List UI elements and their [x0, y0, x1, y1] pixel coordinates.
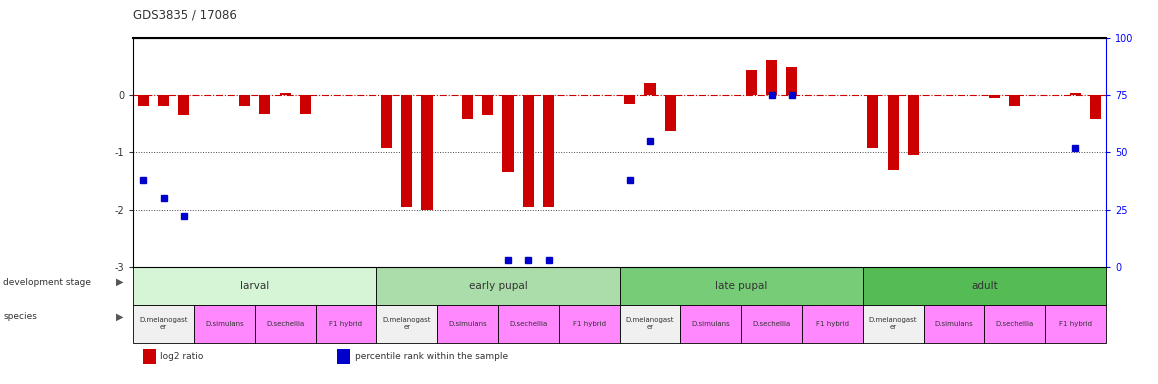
Bar	[558, 305, 620, 343]
Bar	[801, 305, 863, 343]
Bar	[741, 305, 801, 343]
Bar	[923, 305, 984, 343]
Bar	[989, 96, 1001, 98]
Text: ▶: ▶	[117, 312, 124, 322]
Bar	[239, 96, 250, 106]
Bar	[503, 96, 514, 172]
Bar	[437, 305, 498, 343]
Text: D.melanogast
er: D.melanogast er	[139, 317, 188, 330]
Bar	[133, 266, 376, 305]
Bar	[624, 96, 636, 104]
Text: log2 ratio: log2 ratio	[161, 351, 204, 361]
Text: development stage: development stage	[3, 278, 91, 287]
Text: D.sechellia: D.sechellia	[266, 321, 305, 326]
Bar	[315, 305, 376, 343]
Text: F1 hybrid: F1 hybrid	[573, 321, 606, 326]
Bar	[337, 349, 350, 364]
Bar	[157, 96, 169, 106]
Bar	[522, 96, 534, 207]
Bar	[300, 96, 312, 114]
Bar	[178, 96, 190, 116]
Bar	[984, 305, 1045, 343]
Text: D.sechellia: D.sechellia	[996, 321, 1034, 326]
Bar	[376, 266, 620, 305]
Bar	[908, 96, 919, 155]
Text: F1 hybrid: F1 hybrid	[330, 321, 362, 326]
Bar	[765, 60, 777, 96]
Bar	[279, 93, 291, 96]
Text: D.sechellia: D.sechellia	[510, 321, 548, 326]
Bar	[746, 70, 757, 96]
Bar	[620, 266, 863, 305]
Bar	[482, 96, 493, 116]
Text: percentile rank within the sample: percentile rank within the sample	[356, 351, 508, 361]
Bar	[1009, 96, 1020, 106]
Text: D.melanogast
er: D.melanogast er	[625, 317, 674, 330]
Bar	[381, 96, 393, 148]
Text: late pupal: late pupal	[714, 281, 768, 291]
Bar	[462, 96, 474, 119]
Bar	[620, 305, 680, 343]
Bar	[867, 96, 879, 148]
Bar	[142, 349, 155, 364]
Text: D.melanogast
er: D.melanogast er	[868, 317, 917, 330]
Bar	[376, 305, 437, 343]
Bar	[1070, 93, 1082, 96]
Bar	[887, 96, 899, 170]
Text: D.simulans: D.simulans	[448, 321, 486, 326]
Text: D.melanogast
er: D.melanogast er	[382, 317, 431, 330]
Bar	[680, 305, 741, 343]
Text: species: species	[3, 312, 37, 321]
Bar	[863, 266, 1106, 305]
Bar	[498, 305, 558, 343]
Bar	[786, 67, 798, 96]
Bar	[138, 96, 149, 106]
Text: D.simulans: D.simulans	[205, 321, 243, 326]
Bar	[665, 96, 676, 131]
Bar	[1090, 96, 1101, 119]
Text: adult: adult	[970, 281, 998, 291]
Bar	[133, 305, 193, 343]
Bar	[863, 305, 923, 343]
Text: D.sechellia: D.sechellia	[753, 321, 791, 326]
Bar	[543, 96, 555, 207]
Bar	[193, 305, 255, 343]
Text: F1 hybrid: F1 hybrid	[816, 321, 849, 326]
Text: GDS3835 / 17086: GDS3835 / 17086	[133, 8, 237, 21]
Bar	[644, 83, 655, 96]
Text: ▶: ▶	[117, 277, 124, 287]
Text: early pupal: early pupal	[469, 281, 527, 291]
Text: D.simulans: D.simulans	[935, 321, 973, 326]
Text: larval: larval	[240, 281, 270, 291]
Text: D.simulans: D.simulans	[691, 321, 730, 326]
Bar	[1045, 305, 1106, 343]
Bar	[401, 96, 412, 207]
Text: F1 hybrid: F1 hybrid	[1060, 321, 1092, 326]
Bar	[422, 96, 433, 210]
Bar	[259, 96, 271, 114]
Bar	[255, 305, 315, 343]
